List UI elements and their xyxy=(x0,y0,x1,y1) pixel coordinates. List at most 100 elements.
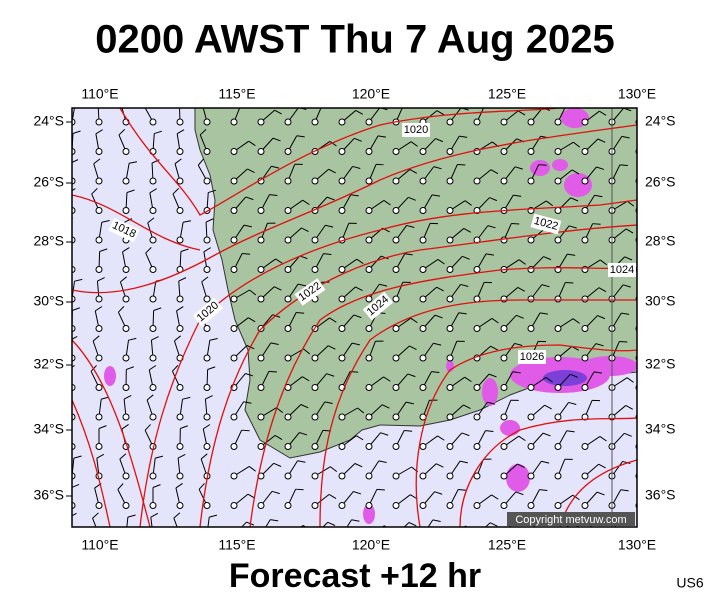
barb-station xyxy=(150,296,156,302)
lat-label-right: 36°S xyxy=(645,487,676,503)
barb-station xyxy=(420,296,426,302)
barb-station xyxy=(96,296,102,302)
barb-station xyxy=(582,178,588,184)
footer: Forecast +12 hr xyxy=(229,557,481,595)
barb-station xyxy=(528,444,534,450)
barb-station xyxy=(339,119,345,125)
lat-label-left: 36°S xyxy=(33,487,64,503)
barb-station xyxy=(582,296,588,302)
barb-station xyxy=(366,326,372,332)
barb-station xyxy=(447,149,453,155)
barb-station xyxy=(177,385,183,391)
barb-station xyxy=(393,149,399,155)
barb-station xyxy=(501,119,507,125)
barb-station xyxy=(258,149,264,155)
barb-station xyxy=(393,503,399,509)
barb-station xyxy=(150,178,156,184)
barb-station xyxy=(447,326,453,332)
lon-label-top: 130°E xyxy=(618,86,656,102)
barb-station xyxy=(204,237,210,243)
barb-station xyxy=(177,444,183,450)
barb-station xyxy=(231,414,237,420)
barb-station xyxy=(555,355,561,361)
barb-station xyxy=(231,267,237,273)
barb-station xyxy=(555,385,561,391)
barb-station xyxy=(501,237,507,243)
barb-station xyxy=(123,326,129,332)
barb-station xyxy=(555,326,561,332)
barb-station xyxy=(258,385,264,391)
barb-station xyxy=(501,355,507,361)
barb-station xyxy=(393,237,399,243)
barb-station xyxy=(555,473,561,479)
lat-label-left: 26°S xyxy=(33,174,64,190)
isobar-label: 1026 xyxy=(518,350,546,364)
barb-station xyxy=(150,385,156,391)
barb-station xyxy=(366,149,372,155)
barb-station xyxy=(312,414,318,420)
barb-station xyxy=(366,267,372,273)
lat-label-left: 32°S xyxy=(33,356,64,372)
barb-station xyxy=(204,119,210,125)
barb-station xyxy=(501,385,507,391)
barb-station xyxy=(474,385,480,391)
barb-station xyxy=(204,414,210,420)
barb-station xyxy=(231,473,237,479)
barb-station xyxy=(312,267,318,273)
barb-station xyxy=(366,208,372,214)
barb-station xyxy=(474,267,480,273)
barb-station xyxy=(474,414,480,420)
barb-station xyxy=(582,208,588,214)
barb-station xyxy=(528,473,534,479)
barb-station xyxy=(231,208,237,214)
barb-station xyxy=(204,296,210,302)
lat-label-right: 30°S xyxy=(645,293,676,309)
barb-station xyxy=(582,149,588,155)
barb-station xyxy=(420,385,426,391)
barb-station xyxy=(528,178,534,184)
barb-station xyxy=(366,473,372,479)
barb-station xyxy=(555,503,561,509)
barb-station xyxy=(447,385,453,391)
barb-station xyxy=(501,326,507,332)
barb-station xyxy=(258,237,264,243)
lon-label-bottom: 110°E xyxy=(81,537,118,553)
barb-station xyxy=(582,237,588,243)
barb-station xyxy=(420,473,426,479)
barb-station xyxy=(474,503,480,509)
barb-station xyxy=(393,178,399,184)
isobar-label-text: 1020 xyxy=(404,124,428,136)
isobar-label: 1020 xyxy=(402,123,430,137)
barb-station xyxy=(420,149,426,155)
barb-station xyxy=(150,119,156,125)
barb-station xyxy=(96,178,102,184)
barb-station xyxy=(528,267,534,273)
barb-station xyxy=(177,473,183,479)
barb-feather xyxy=(620,165,628,166)
lon-label-bottom: 125°E xyxy=(488,537,526,553)
barb-station xyxy=(204,385,210,391)
barb-station xyxy=(285,178,291,184)
barb-station xyxy=(231,237,237,243)
barb-station xyxy=(420,178,426,184)
barb-station xyxy=(447,503,453,509)
barb-feather xyxy=(539,165,547,166)
barb-station xyxy=(339,149,345,155)
barb-station xyxy=(555,444,561,450)
barb-station xyxy=(501,444,507,450)
barb-station xyxy=(420,237,426,243)
barb-station xyxy=(393,414,399,420)
barb-station xyxy=(285,414,291,420)
lon-label-bottom: 130°E xyxy=(618,537,656,553)
barb-station xyxy=(150,267,156,273)
barb-station xyxy=(501,414,507,420)
barb-station xyxy=(312,473,318,479)
lat-label-right: 32°S xyxy=(645,356,676,372)
barb-station xyxy=(312,444,318,450)
barb-station xyxy=(501,473,507,479)
barb-station xyxy=(528,414,534,420)
barb-station xyxy=(447,296,453,302)
barb-station xyxy=(339,296,345,302)
barb-station xyxy=(231,503,237,509)
